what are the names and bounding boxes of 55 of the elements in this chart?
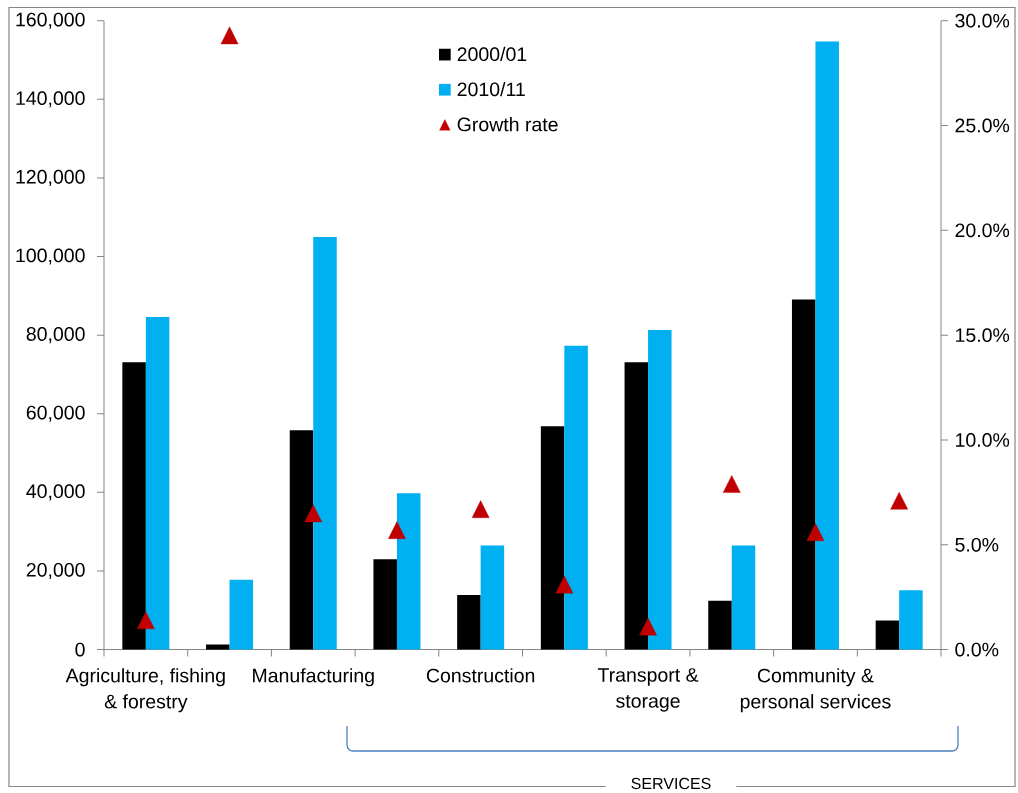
point <box>471 500 490 518</box>
bar <box>540 426 565 650</box>
bar <box>899 590 923 650</box>
x-tick-label: Community & personal services <box>740 668 891 713</box>
bar <box>791 299 816 650</box>
bar <box>480 545 505 650</box>
bar <box>313 236 337 650</box>
y-tick-label: 120,000 <box>16 169 85 186</box>
text: SERVICES <box>631 777 711 790</box>
legend-label: 2010/11 <box>457 81 525 97</box>
y-tick-label: 100,000 <box>16 248 85 265</box>
y2-tick-label: 5.0% <box>955 537 999 552</box>
point <box>220 26 239 45</box>
bar <box>373 559 397 650</box>
y-tick-label: 160,000 <box>16 12 85 29</box>
y-tick-label: 140,000 <box>16 91 85 108</box>
bar <box>564 345 588 650</box>
point <box>388 521 406 539</box>
bar <box>289 430 314 650</box>
y-tick-label: 40,000 <box>26 484 85 501</box>
x-tick-label: Manufacturing <box>253 668 374 687</box>
y2-tick-label: 30.0% <box>955 13 1010 28</box>
point <box>555 575 574 594</box>
point <box>890 491 908 510</box>
bar <box>145 317 170 650</box>
bar <box>708 600 732 650</box>
bar <box>122 362 146 650</box>
legend-label: 2000/01 <box>457 46 527 62</box>
point <box>137 611 155 630</box>
y-tick-label: 20,000 <box>26 562 85 580</box>
y2-tick-label: 0.0% <box>955 642 999 657</box>
bar <box>731 545 756 650</box>
point <box>806 523 825 541</box>
y2-tick-label: 20.0% <box>955 223 1010 238</box>
y-tick-label: 60,000 <box>26 405 85 422</box>
x-tick-label: Agriculture, fishing & forestry <box>65 668 225 713</box>
y-tick-label: 0 <box>75 642 85 657</box>
y2-tick-label: 10.0% <box>956 433 1010 447</box>
x-tick-label: Construction <box>426 668 535 683</box>
y2-tick-label: 25.0% <box>955 118 1010 133</box>
point <box>639 617 657 636</box>
bar <box>229 579 254 650</box>
y2-tick-label: 15.0% <box>956 328 1010 343</box>
bar <box>648 330 672 650</box>
bar <box>815 41 839 650</box>
bar <box>624 362 649 650</box>
y-tick-label: 80,000 <box>26 327 85 344</box>
bar <box>457 594 481 650</box>
point <box>304 504 323 523</box>
legend-label: Growth rate <box>457 117 558 132</box>
bar <box>875 620 900 650</box>
bar <box>206 644 230 650</box>
point <box>722 475 741 493</box>
bar <box>396 493 421 650</box>
x-tick-label: Transport & storage <box>597 668 699 712</box>
